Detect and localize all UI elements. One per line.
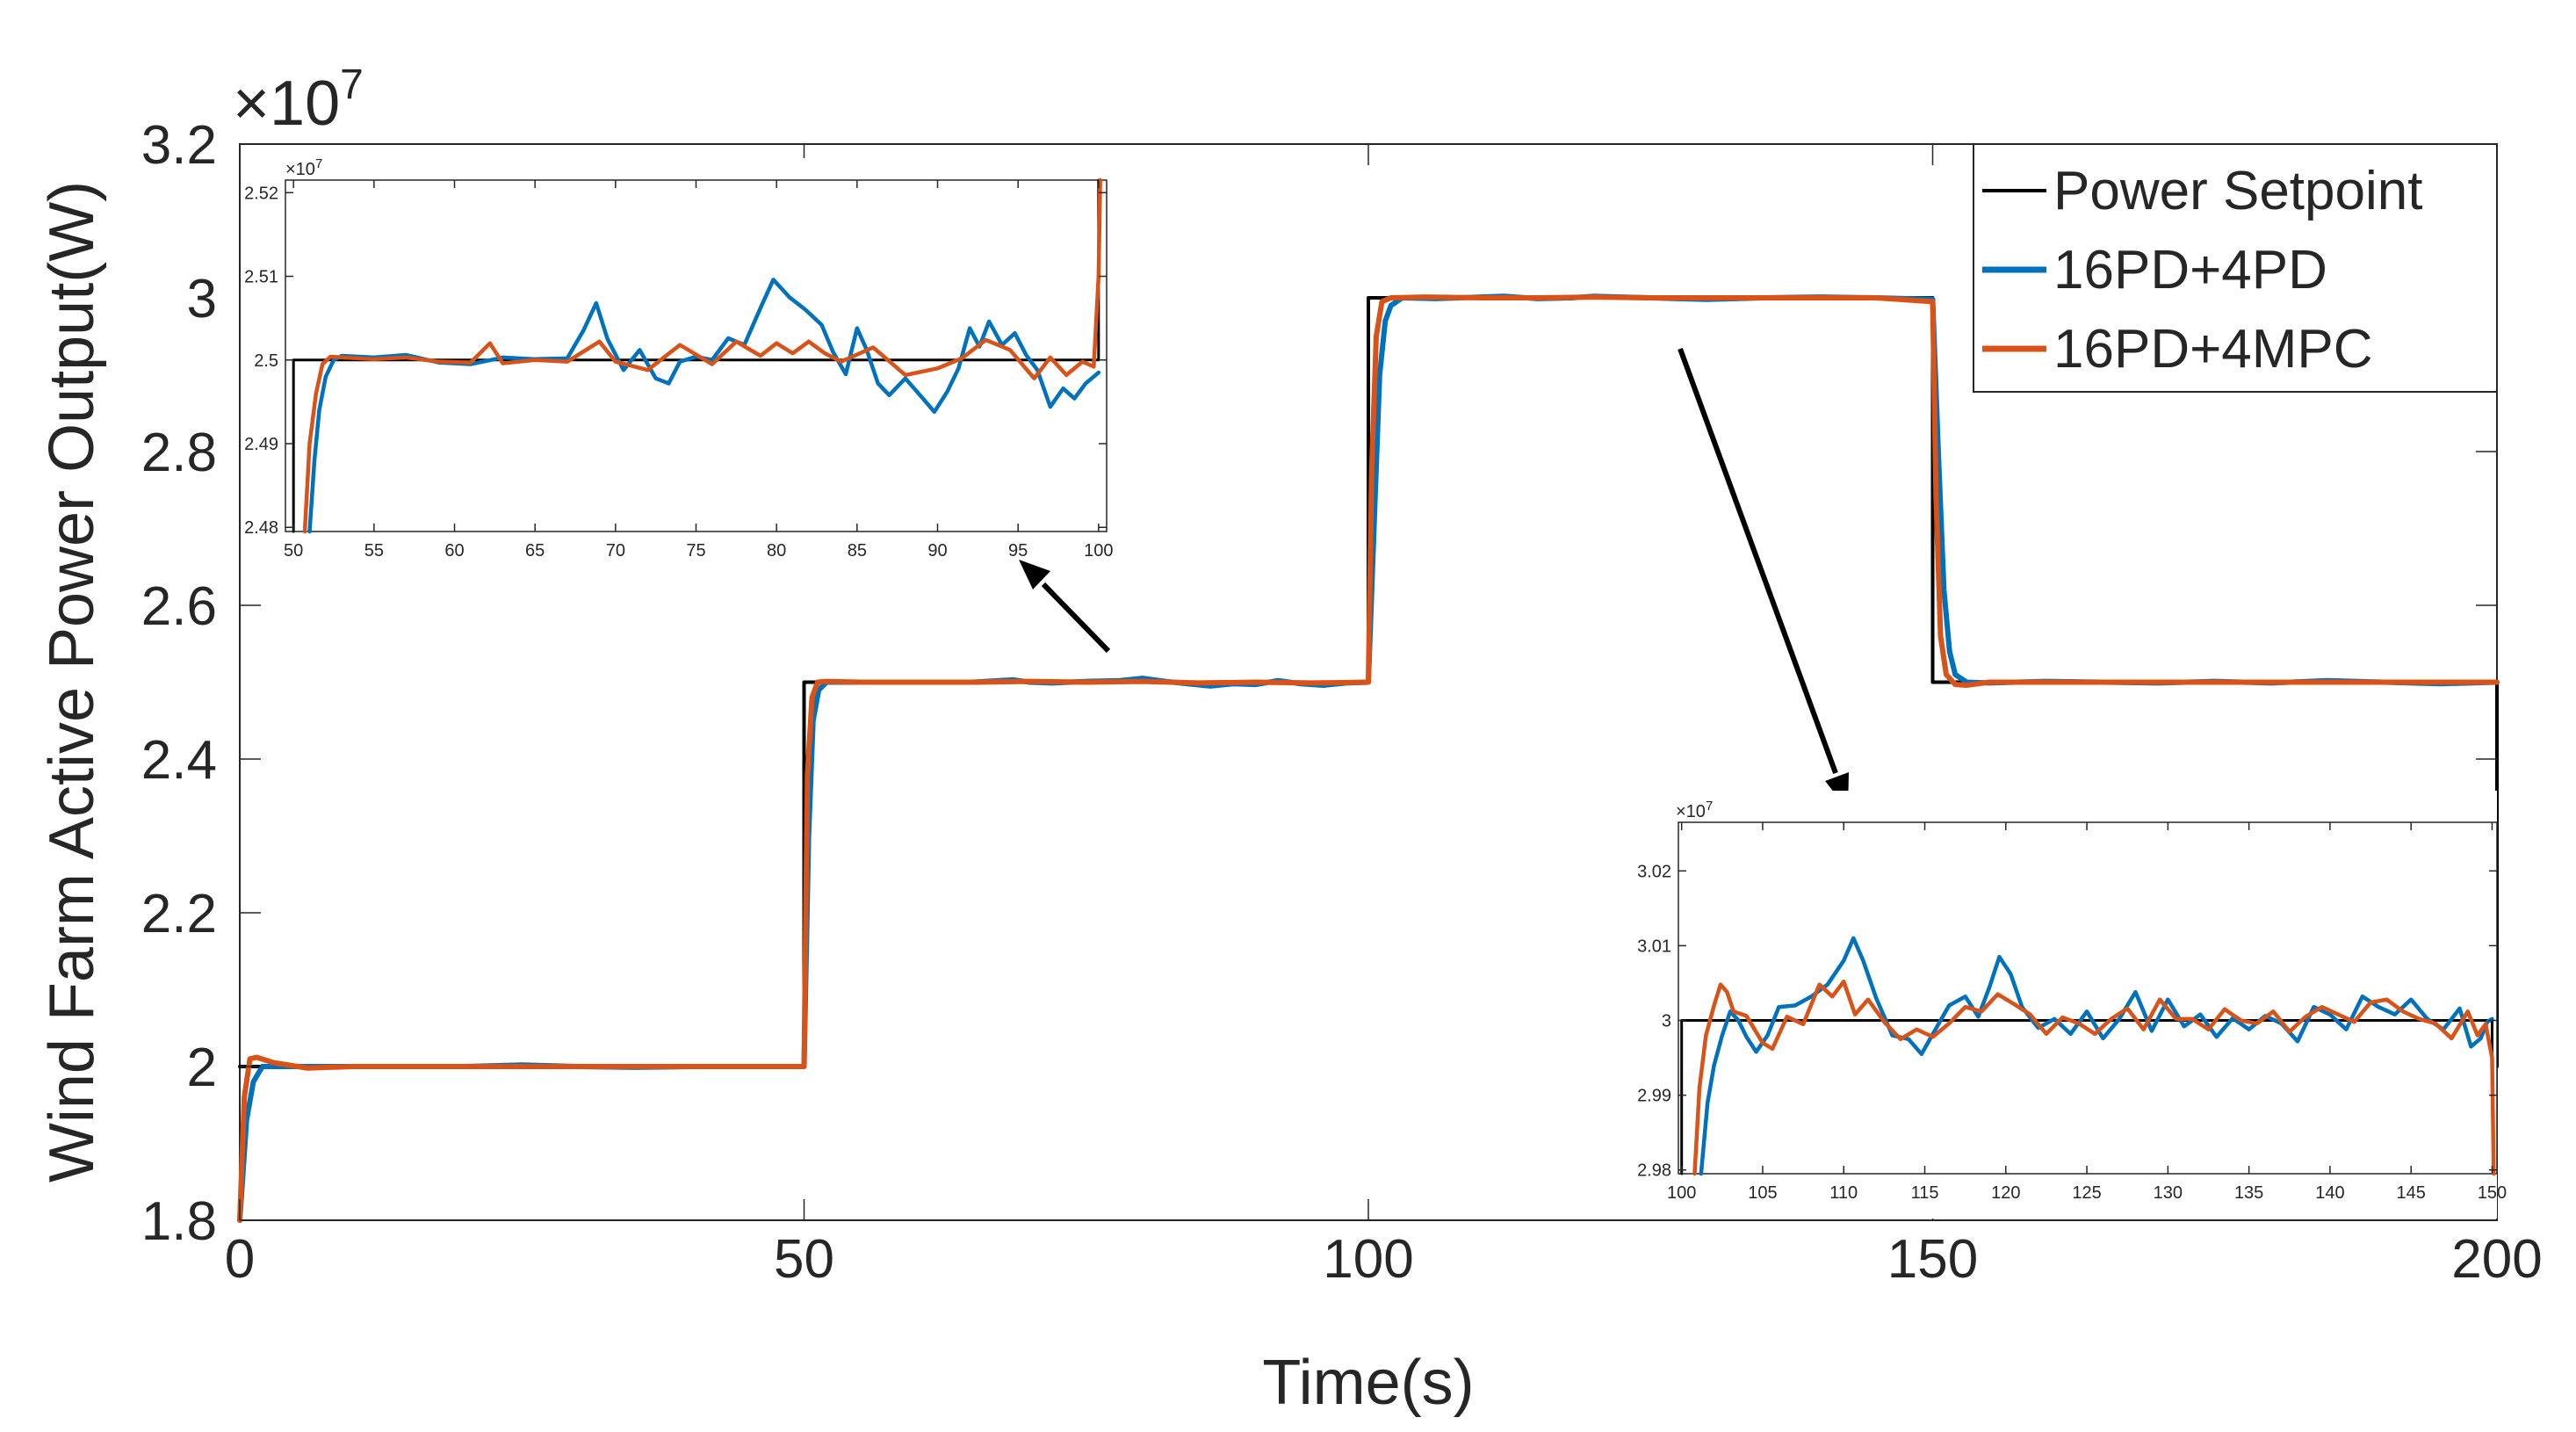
main-y-tick-label: 3	[187, 269, 217, 329]
main-exponent-label: ×107	[233, 61, 364, 139]
inset-left-x-tick-label: 70	[606, 541, 625, 561]
main-y-axis: 1.8 2 2.2 2.4 2.6 2.8 3 3.2	[141, 115, 2497, 1252]
inset-left-y-tick-label: 2.51	[244, 268, 278, 287]
inset-right-y-tick-label: 3.02	[1637, 862, 1671, 881]
inset-left-x-tick-label: 90	[927, 541, 947, 561]
legend-label-pd: 16PD+4PD	[2053, 240, 2327, 300]
inset-right-x-axis: 100 105 110 115 120 125 130 135 140 145 150	[1667, 822, 2507, 1203]
inset-left-x-tick-label: 80	[767, 541, 786, 561]
inset-left-x-tick-label: 100	[1084, 541, 1113, 561]
inset-left-exponent-label: ×107	[285, 156, 322, 179]
main-x-tick-label: 100	[1323, 1229, 1413, 1290]
main-x-axis: 0 50 100 150 200	[225, 144, 2543, 1290]
inset-left-x-axis: 50 55 60 65 70 75 80 85 90 95 100	[284, 180, 1114, 561]
legend: Power Setpoint 16PD+4PD 16PD+4MPC	[1973, 143, 2498, 393]
inset-right-x-tick-label: 150	[2478, 1183, 2507, 1203]
inset-right-series-group	[1680, 936, 2496, 1176]
inset-right-exponent-label: ×107	[1676, 799, 1713, 821]
arrow-right-shaft	[1678, 347, 1838, 775]
main-y-tick-label: 2.4	[141, 730, 217, 791]
inset-right-series-setpoint	[1680, 1019, 2493, 1175]
main-y-tick-label: 3.2	[141, 115, 217, 176]
main-y-tick-label: 2.2	[141, 884, 217, 944]
main-x-tick-label: 200	[2451, 1229, 2542, 1290]
inset-right-x-tick-label: 110	[1829, 1183, 1858, 1203]
legend-label-mpc: 16PD+4MPC	[2053, 319, 2373, 380]
inset-left-series-group	[292, 177, 1102, 534]
main-x-tick-label: 50	[774, 1229, 834, 1290]
inset-right-x-tick-label: 115	[1911, 1183, 1939, 1203]
inset-right-x-tick-label: 125	[2072, 1183, 2101, 1203]
main-y-tick-label: 2.6	[141, 576, 217, 637]
main-series-mpc	[237, 294, 2500, 1223]
arrow-left-shaft	[1041, 582, 1111, 654]
inset-right-y-tick-label: 2.99	[1637, 1087, 1671, 1106]
inset-left-y-tick-label: 2.52	[244, 184, 278, 203]
x-axis-title: Time(s)	[1262, 1348, 1474, 1418]
inset-right-y-tick-label: 2.98	[1637, 1161, 1671, 1181]
inset-left-y-tick-label: 2.5	[254, 351, 278, 371]
inset-right-x-tick-label: 135	[2234, 1183, 2263, 1203]
inset-left-x-tick-label: 95	[1008, 541, 1028, 561]
main-y-tick-label: 2	[187, 1038, 217, 1098]
inset-right-y-tick-label: 3	[1662, 1012, 1671, 1031]
inset-right-x-tick-label: 105	[1748, 1183, 1777, 1203]
main-series-group	[237, 293, 2500, 1223]
inset-right-x-tick-label: 100	[1667, 1183, 1696, 1203]
inset-right-y-tick-label: 3.01	[1637, 937, 1671, 956]
inset-right-series-pd	[1699, 936, 2494, 1176]
inset-right-series-mpc	[1692, 980, 2496, 1176]
inset-left-x-tick-label: 50	[284, 541, 303, 561]
inset-left-y-axis: 2.48 2.49 2.5 2.51 2.52	[244, 184, 1107, 538]
inset-right-x-tick-label: 120	[1991, 1183, 2020, 1203]
inset-right-plot-area	[1678, 821, 2498, 1175]
inset-right-y-axis: 2.98 2.99 3 3.01 3.02	[1637, 862, 2497, 1181]
legend-box	[1973, 143, 2498, 393]
inset-left-x-tick-label: 75	[686, 541, 705, 561]
legend-label-setpoint: Power Setpoint	[2053, 161, 2422, 221]
inset-left-y-tick-label: 2.49	[244, 435, 278, 454]
main-y-tick-label: 1.8	[141, 1191, 217, 1252]
inset-left-series-mpc	[302, 177, 1102, 534]
inset-left-x-tick-label: 65	[525, 541, 545, 561]
inset-left-x-tick-label: 85	[848, 541, 867, 561]
y-axis-title: Wind Farm Active Power Output(W)	[37, 181, 107, 1182]
inset-right-x-tick-label: 140	[2315, 1183, 2344, 1203]
inset-right-x-tick-label: 130	[2154, 1183, 2183, 1203]
inset-left: 50 55 60 65 70 75 80 85 90 95 100 2.482.492.52.512…	[241, 156, 1125, 561]
main-y-tick-label: 2.8	[141, 423, 217, 483]
inset-right-x-tick-label: 145	[2396, 1183, 2425, 1203]
arrow-left-head	[1019, 560, 1050, 589]
inset-right: 100 105 110 115 120 125 130 135 140 145 150 2.982.…	[1625, 791, 2507, 1219]
main-x-tick-label: 150	[1887, 1229, 1978, 1290]
inset-left-x-tick-label: 55	[364, 541, 384, 561]
inset-left-y-tick-label: 2.48	[244, 518, 278, 538]
main-x-tick-label: 0	[225, 1229, 255, 1290]
inset-left-x-tick-label: 60	[444, 541, 464, 561]
